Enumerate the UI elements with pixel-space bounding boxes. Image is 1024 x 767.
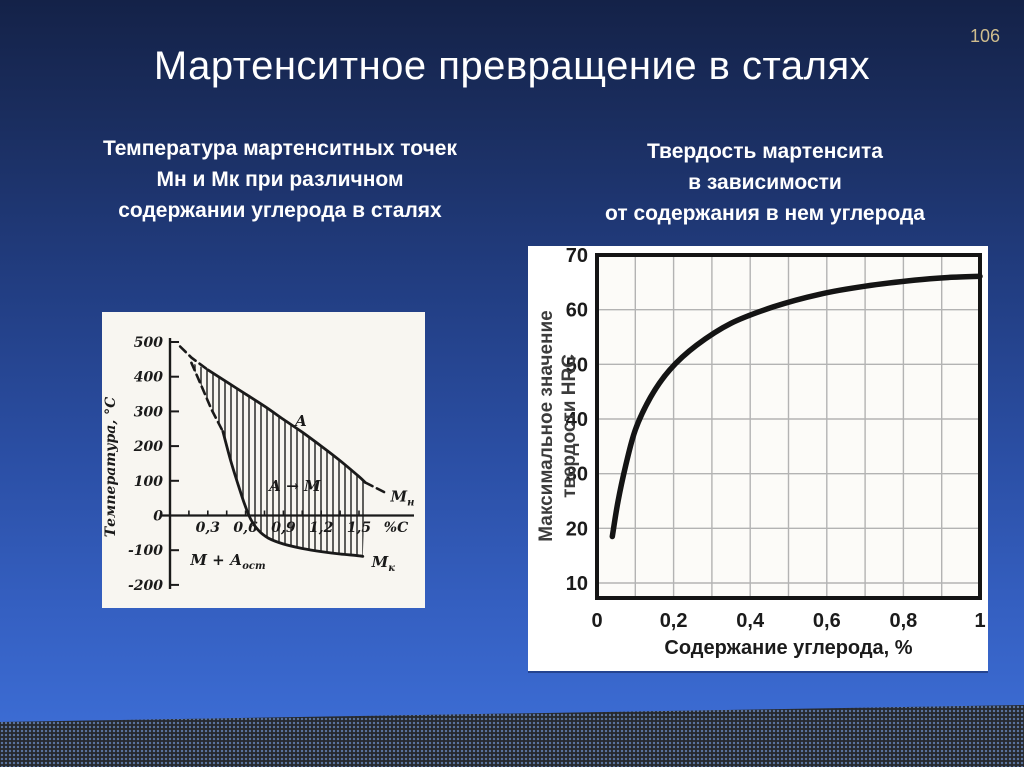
svg-text:0,8: 0,8 — [889, 610, 917, 632]
svg-text:А → М: А → М — [268, 477, 321, 495]
svg-text:0: 0 — [591, 610, 602, 632]
hardness-chart-panel: 10 20 30 40 50 60 70 0 0,2 0,4 0,6 0,8 1 Содержание у… — [528, 246, 988, 671]
svg-text:200: 200 — [133, 439, 163, 455]
svg-text:40: 40 — [566, 409, 588, 431]
svg-text:0,6: 0,6 — [813, 610, 841, 632]
svg-text:300: 300 — [134, 404, 163, 420]
svg-text:1,2: 1,2 — [309, 520, 334, 536]
martensite-points-chart-panel: 500 400 300 200 100 0 -100 -200 0,3 0,6 0,9 1,2 1,5%… — [102, 312, 425, 608]
page-number: 106 — [969, 26, 1000, 46]
svg-text:А: А — [294, 412, 307, 430]
svg-text:0,3: 0,3 — [196, 520, 221, 536]
svg-text:500: 500 — [134, 335, 163, 351]
svg-text:70: 70 — [566, 246, 588, 267]
svg-text:Мк: Мк — [371, 553, 396, 574]
right-chart-caption: Твердость мартенсита в зависимости от со… — [535, 136, 995, 229]
svg-text:60: 60 — [566, 300, 588, 322]
svg-text:1,5: 1,5 — [347, 520, 371, 536]
martensite-points-chart: 500 400 300 200 100 0 -100 -200 0,3 0,6 0,9 1,2 1,5%… — [103, 335, 415, 594]
svg-text:0: 0 — [153, 509, 163, 525]
svg-text:Содержание углерода, %: Содержание углерода, % — [664, 637, 912, 659]
svg-text:100: 100 — [134, 474, 163, 490]
caption-line: Твердость мартенсита — [647, 140, 883, 163]
svg-text:0,4: 0,4 — [736, 610, 765, 632]
svg-text:20: 20 — [566, 518, 588, 540]
left-chart-caption: Температура мартенситных точек Мн и Мк п… — [45, 133, 515, 226]
svg-text:30: 30 — [566, 464, 588, 486]
svg-text:Мн: Мн — [390, 488, 415, 509]
svg-text:10: 10 — [566, 573, 588, 595]
caption-line: содержании углерода в сталях — [118, 199, 442, 222]
slide-title: Мартенситное превращение в сталях — [153, 44, 871, 88]
svg-text:Температура, °С: Температура, °С — [103, 397, 119, 538]
hardness-chart: 10 20 30 40 50 60 70 0 0,2 0,4 0,6 0,8 1 Содержание у… — [536, 246, 986, 659]
svg-text:0,2: 0,2 — [660, 610, 688, 632]
svg-text:0,6: 0,6 — [233, 520, 258, 536]
svg-text:-100: -100 — [128, 543, 163, 559]
caption-line: от содержания в нем углерода — [605, 202, 925, 225]
svg-text:50: 50 — [566, 354, 588, 376]
svg-text:0,9: 0,9 — [271, 520, 296, 536]
caption-line: в зависимости — [688, 171, 842, 194]
caption-line: Температура мартенситных точек — [103, 137, 457, 160]
svg-text:М + Аост: М + Аост — [189, 551, 265, 572]
svg-text:1: 1 — [974, 610, 985, 632]
caption-line: Мн и Мк при различном — [156, 168, 404, 191]
bottom-band — [0, 705, 1024, 767]
svg-text:400: 400 — [134, 370, 163, 386]
svg-text:%С: %С — [384, 520, 408, 536]
svg-text:-200: -200 — [128, 578, 163, 594]
